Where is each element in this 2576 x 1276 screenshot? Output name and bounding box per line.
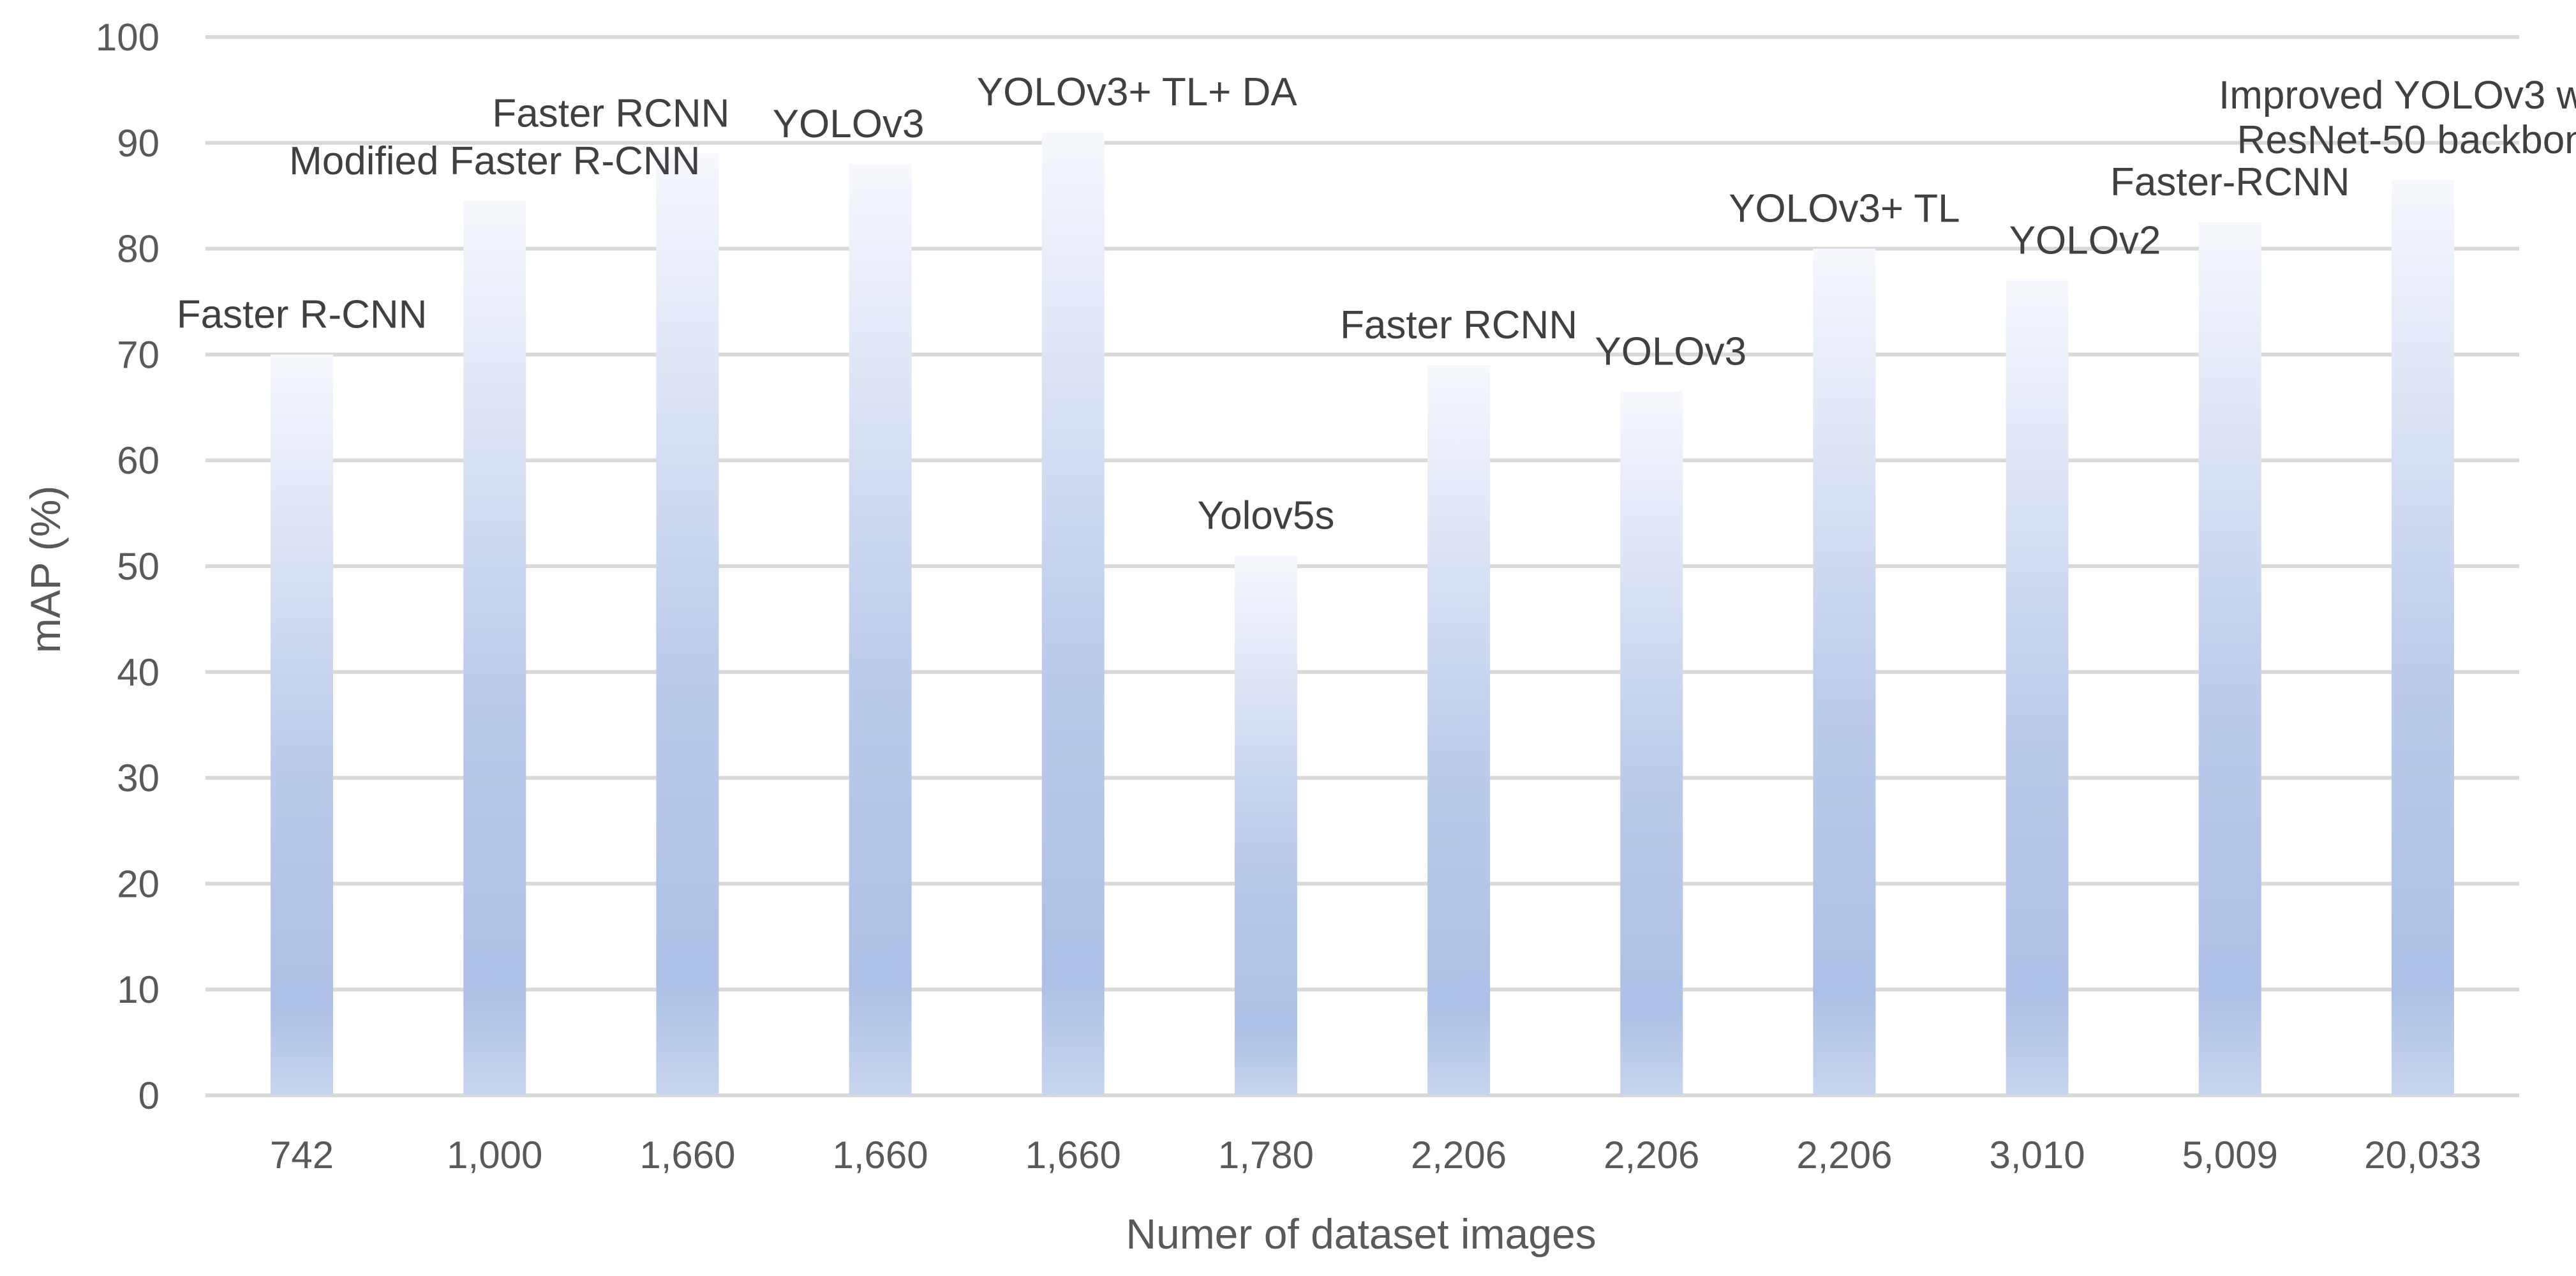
bar — [1234, 555, 1297, 1095]
bar — [2198, 222, 2261, 1095]
bar — [271, 354, 334, 1095]
y-tick-label: 60 — [117, 439, 160, 482]
bar-data-label: Faster RCNN — [492, 91, 729, 135]
x-tick-label: 1,660 — [639, 1134, 735, 1176]
bar — [1813, 248, 1876, 1096]
y-tick-label: 50 — [117, 545, 160, 588]
y-tick-label: 30 — [117, 757, 160, 800]
x-tick-label: 2,206 — [1411, 1134, 1507, 1176]
x-tick-label: 1,660 — [1025, 1134, 1121, 1176]
x-tick-label: 20,033 — [2364, 1134, 2482, 1176]
x-tick-label: 1,660 — [833, 1134, 928, 1176]
x-tick-label: 2,206 — [1796, 1134, 1892, 1176]
x-tick-label: 3,010 — [1990, 1134, 2085, 1176]
bar-data-label: YOLOv3+ TL+ DA — [977, 70, 1298, 114]
bar — [1427, 364, 1491, 1095]
x-tick-label: 1,780 — [1218, 1134, 1314, 1176]
bar-data-label: Faster R-CNN — [177, 292, 428, 336]
bar — [2391, 179, 2454, 1096]
bar-data-label: Faster-RCNN — [2110, 160, 2349, 204]
x-tick-label: 2,206 — [1604, 1134, 1699, 1176]
bar — [849, 163, 912, 1096]
x-axis-tick-labels: 742 1,000 1,660 1,660 1,660 1,780 2,206 2,206 2,… — [270, 1134, 2482, 1176]
y-tick-label: 0 — [138, 1074, 160, 1117]
bar — [1041, 132, 1105, 1096]
y-tick-label: 10 — [117, 968, 160, 1011]
bar — [1620, 391, 1683, 1096]
y-axis-title: mAP (%) — [22, 486, 69, 654]
y-tick-label: 70 — [117, 333, 160, 376]
bar — [656, 153, 719, 1095]
bar-data-label: YOLOv3 — [1595, 329, 1746, 373]
bar-data-label: ResNet-50 backbone — [2237, 118, 2576, 162]
bar-data-label: Faster RCNN — [1340, 303, 1577, 347]
x-axis-title: Numer of dataset images — [1126, 1210, 1596, 1257]
y-tick-label: 90 — [117, 122, 160, 165]
x-tick-label: 742 — [270, 1134, 334, 1176]
x-tick-label: 1,000 — [447, 1134, 542, 1176]
y-tick-label: 20 — [117, 862, 160, 905]
bar-data-label: YOLOv3 — [773, 102, 925, 146]
y-axis-tick-labels: 0 10 20 30 40 50 60 70 80 90 100 — [96, 16, 160, 1117]
bar-data-label: Yolov5s — [1197, 493, 1334, 537]
bar-data-label: YOLOv2 — [2009, 218, 2161, 262]
bar — [2006, 280, 2069, 1096]
gridlines — [205, 35, 2519, 1097]
bars — [271, 132, 2454, 1096]
y-tick-label: 80 — [117, 228, 160, 271]
x-tick-label: 5,009 — [2182, 1134, 2278, 1176]
bar-data-label: Modified Faster R-CNN — [289, 139, 700, 183]
y-tick-label: 100 — [96, 16, 160, 59]
y-tick-label: 40 — [117, 651, 160, 694]
bar-data-label: Improved YOLOv3 with — [2219, 73, 2576, 117]
bar-data-label: YOLOv3+ TL — [1729, 187, 1960, 231]
bar — [463, 200, 526, 1095]
